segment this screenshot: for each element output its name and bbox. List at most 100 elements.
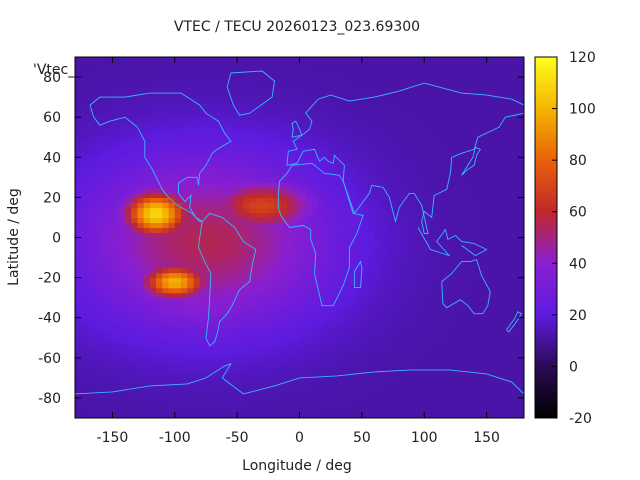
heat-cell xyxy=(430,407,438,414)
heat-cell xyxy=(380,267,388,274)
heat-cell xyxy=(449,207,457,214)
heat-cell xyxy=(224,252,232,259)
heat-cell xyxy=(212,367,220,374)
heat-cell xyxy=(143,297,151,304)
heat-cell xyxy=(118,112,126,118)
heat-cell xyxy=(480,142,488,148)
heat-cell xyxy=(449,102,457,108)
heat-cell xyxy=(442,332,450,339)
heat-cell xyxy=(474,407,481,414)
heat-cell xyxy=(81,297,89,304)
heat-cell xyxy=(368,142,375,148)
heat-cell xyxy=(193,132,201,138)
heat-cell xyxy=(181,317,188,324)
heat-cell xyxy=(386,172,394,178)
heat-cell xyxy=(374,412,382,418)
heat-cell xyxy=(230,147,238,153)
heat-cell xyxy=(124,357,132,364)
heat-cell xyxy=(480,132,488,138)
heat-cell xyxy=(324,322,332,329)
heat-cell xyxy=(118,192,126,198)
heat-cell xyxy=(405,297,413,304)
heat-cell xyxy=(474,317,481,324)
heat-cell xyxy=(237,127,244,133)
heat-cell xyxy=(368,252,375,259)
heat-cell xyxy=(181,207,188,214)
heat-cell xyxy=(305,357,313,364)
heat-cell xyxy=(492,217,500,224)
heat-cell xyxy=(505,107,513,113)
heat-cell xyxy=(193,277,201,284)
heat-cell xyxy=(274,152,282,158)
heat-cell xyxy=(274,82,282,88)
heat-cell xyxy=(255,377,263,384)
heat-cell xyxy=(393,82,400,88)
heat-cell xyxy=(467,277,475,284)
heat-cell xyxy=(262,387,269,394)
heat-cell xyxy=(237,82,244,88)
heat-cell xyxy=(205,327,213,334)
heat-cell xyxy=(299,267,307,274)
heat-cell xyxy=(274,387,282,394)
heat-cell xyxy=(386,167,394,173)
heat-cell xyxy=(455,252,463,259)
heat-cell xyxy=(106,257,114,264)
heat-cell xyxy=(118,92,126,98)
heat-cell xyxy=(262,192,269,198)
heat-cell xyxy=(436,212,444,219)
heat-cell xyxy=(436,237,444,244)
heat-cell xyxy=(280,277,288,284)
heat-cell xyxy=(268,92,276,98)
heat-cell xyxy=(137,172,145,178)
heat-cell xyxy=(262,282,269,289)
heat-cell xyxy=(449,182,457,188)
heat-cell xyxy=(149,222,157,229)
heat-cell xyxy=(449,237,457,244)
heat-cell xyxy=(336,137,344,143)
heat-cell xyxy=(293,357,301,364)
heat-cell xyxy=(193,212,201,219)
heat-cell xyxy=(343,402,350,409)
heat-cell xyxy=(474,362,481,369)
heat-cell xyxy=(255,82,263,88)
heat-cell xyxy=(380,252,388,259)
heat-cell xyxy=(436,182,444,188)
heat-cell xyxy=(75,377,82,384)
heat-cell xyxy=(343,137,350,143)
heat-cell xyxy=(399,317,407,324)
heat-cell xyxy=(324,372,332,379)
heat-cell xyxy=(349,377,357,384)
heat-cell xyxy=(355,232,363,239)
heat-cell xyxy=(492,92,500,98)
heat-cell xyxy=(243,367,251,374)
heat-cell xyxy=(112,337,120,344)
heat-cell xyxy=(368,267,375,274)
heat-cell xyxy=(486,412,494,418)
heat-cell xyxy=(162,162,170,168)
heat-cell xyxy=(474,272,481,279)
heat-cell xyxy=(517,137,524,143)
heat-cell xyxy=(349,72,357,78)
heat-cell xyxy=(162,177,170,183)
heat-cell xyxy=(417,232,425,239)
heat-cell xyxy=(156,77,163,83)
heat-cell xyxy=(268,267,276,274)
heat-cell xyxy=(330,232,338,239)
heat-cell xyxy=(480,362,488,369)
heat-cell xyxy=(380,412,388,418)
heat-cell xyxy=(249,292,257,299)
heat-cell xyxy=(361,107,369,113)
heat-cell xyxy=(224,147,232,153)
heat-cell xyxy=(374,202,382,209)
heat-cell xyxy=(355,152,363,158)
heat-cell xyxy=(318,127,326,133)
heat-cell xyxy=(455,117,463,123)
heat-cell xyxy=(181,82,188,88)
heat-cell xyxy=(305,202,313,209)
heat-cell xyxy=(499,202,506,209)
heat-cell xyxy=(393,357,400,364)
heat-cell xyxy=(480,227,488,234)
heat-cell xyxy=(374,167,382,173)
heat-cell xyxy=(262,227,269,234)
heat-cell xyxy=(336,92,344,98)
